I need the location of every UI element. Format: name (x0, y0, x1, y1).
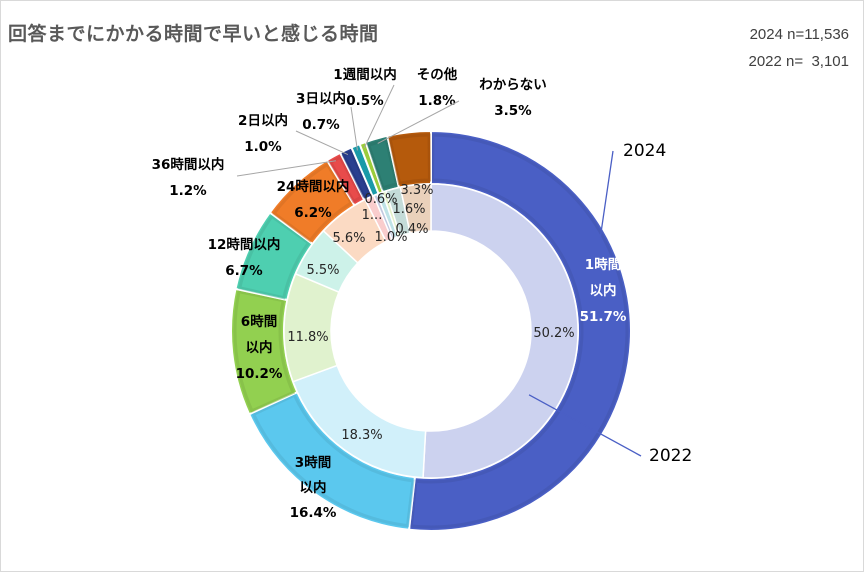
outer-label-24時間以内-0: 24時間以内 (277, 178, 350, 195)
series-name-2024: 2024 (623, 141, 666, 161)
outer-label-1時間以内-2: 51.7% (580, 309, 627, 325)
inner-label-12時間以内: 5.5% (306, 263, 339, 278)
outer-label-6時間以内-0: 6時間 (241, 313, 277, 330)
leader-line-その他 (377, 100, 460, 144)
slice-bevel-24時間以内 (272, 162, 354, 243)
inner-label-1時間以内: 50.2% (533, 326, 574, 341)
inner-label-わからない: 3.3% (400, 183, 433, 198)
outer-label-6時間以内-1: 以内 (246, 339, 273, 356)
series-callout-line-2022 (528, 394, 642, 457)
slice-bevel-その他 (366, 138, 399, 190)
outer-label-わからない-0: わからない (479, 77, 547, 93)
outer-label-3時間以内-0: 3時間 (295, 454, 331, 471)
outer-label-3時間以内-2: 16.4% (290, 505, 337, 521)
inner-label-3日以内: 0.6% (364, 192, 397, 207)
sample-size-2022: 2022 n= 3,101 (748, 53, 849, 70)
outer-label-わからない-1: 3.5% (494, 103, 532, 119)
outer-label-1時間以内-1: 以内 (590, 282, 617, 299)
outer-label-12時間以内-1: 6.7% (225, 263, 263, 279)
leader-line-36時間以内 (236, 160, 336, 177)
outer-label-その他-1: 1.8% (418, 93, 456, 109)
inner-label-6時間以内: 11.8% (287, 330, 328, 345)
series-name-2022: 2022 (649, 446, 692, 466)
leader-line-2日以内 (295, 130, 349, 156)
outer-label-36時間以内-0: 36時間以内 (152, 156, 225, 173)
outer-label-36時間以内-1: 1.2% (169, 183, 207, 199)
outer-label-2日以内-1: 1.0% (244, 139, 282, 155)
slice-2022-1時間以内 (422, 183, 579, 479)
chart-title: 回答までにかかる時間で早いと感じる時間 (8, 23, 379, 45)
inner-label-36時間以内: 1.0% (374, 230, 407, 245)
slice-bevel-12時間以内 (238, 214, 311, 300)
slice-bevel-1時間以内 (409, 133, 629, 529)
outer-label-12時間以内-0: 12時間以内 (208, 236, 281, 253)
outer-label-3時間以内-1: 以内 (300, 479, 327, 496)
leader-line-3日以内 (350, 106, 358, 151)
slice-2022-6時間以内 (283, 272, 340, 383)
slice-bevel-3時間以内 (251, 393, 415, 528)
outer-label-3日以内-1: 0.7% (302, 117, 340, 133)
outer-label-1週間以内-0: 1週間以内 (333, 66, 396, 83)
outer-label-2日以内-0: 2日以内 (238, 112, 288, 129)
inner-label-3時間以内: 18.3% (341, 428, 382, 443)
inner-label-1週間以内: 1... (362, 208, 383, 223)
inner-label-2日以内: 0.4% (395, 222, 428, 237)
outer-label-その他-0: その他 (417, 66, 458, 83)
slice-2022-わからない (399, 183, 432, 235)
leader-line-1週間以内 (363, 84, 395, 148)
inner-label-24時間以内: 5.6% (332, 231, 365, 246)
slice-bevel-6時間以内 (233, 289, 296, 413)
series-callout-line-2024 (599, 150, 614, 240)
outer-label-3日以内-0: 3日以内 (296, 90, 346, 107)
outer-label-1時間以内-0: 1時間 (585, 256, 621, 273)
outer-label-6時間以内-2: 10.2% (236, 366, 283, 382)
outer-label-24時間以内-1: 6.2% (294, 205, 332, 221)
outer-label-1週間以内-1: 0.5% (346, 93, 384, 109)
slice-bevel-わからない (388, 133, 432, 186)
sample-size-2024: 2024 n=11,536 (749, 26, 849, 43)
inner-label-その他: 1.6% (392, 202, 425, 217)
